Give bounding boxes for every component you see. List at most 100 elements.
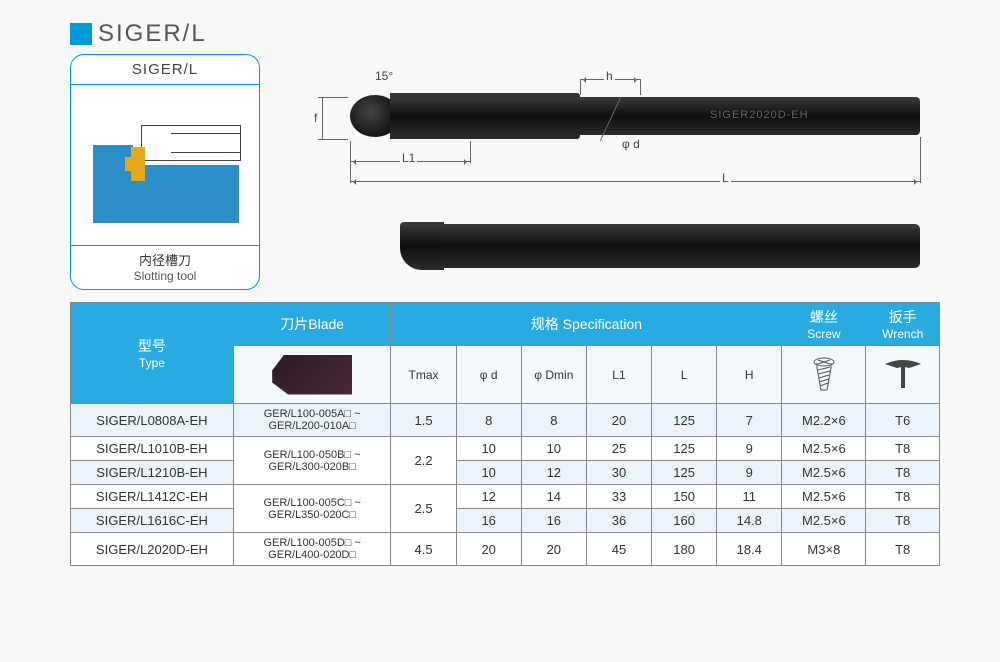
cell-screw: M2.5×6 bbox=[782, 485, 866, 509]
hd-blade-cn: 刀片 bbox=[280, 316, 308, 332]
cell-h: 7 bbox=[717, 404, 782, 437]
cell-tmax: 2.5 bbox=[391, 485, 456, 533]
cell-l1: 25 bbox=[586, 437, 651, 461]
cell-d: 10 bbox=[456, 461, 521, 485]
card-footer-en: Slotting tool bbox=[71, 269, 259, 283]
cell-wrench: T8 bbox=[866, 485, 940, 509]
shank-marking: SIGER2020D-EH bbox=[710, 109, 809, 121]
cell-h: 14.8 bbox=[717, 509, 782, 533]
cell-l: 125 bbox=[652, 437, 717, 461]
cell-l1: 36 bbox=[586, 509, 651, 533]
dim-f-line bbox=[322, 97, 323, 139]
cell-type: SIGER/L1210B-EH bbox=[71, 461, 234, 485]
cell-type: SIGER/L2020D-EH bbox=[71, 533, 234, 566]
hd-spec-en: Specification bbox=[563, 316, 642, 332]
cell-screw: M2.5×6 bbox=[782, 461, 866, 485]
cell-screw: M2.2×6 bbox=[782, 404, 866, 437]
dim-l-line bbox=[350, 181, 920, 182]
page-title: SIGER/L bbox=[98, 20, 207, 48]
cell-h: 18.4 bbox=[717, 533, 782, 566]
hd-spec-cn: 规格 bbox=[531, 316, 559, 332]
header-row-1: 型号 Type 刀片Blade 规格 Specification 螺丝 Scre… bbox=[71, 303, 940, 346]
card-footer-cn: 内径槽刀 bbox=[139, 253, 191, 268]
cell-blade: GER/L100-005A□ ~ GER/L200-010A□ bbox=[233, 404, 391, 437]
cell-l: 160 bbox=[652, 509, 717, 533]
cell-dmin: 20 bbox=[521, 533, 586, 566]
card-footer: 内径槽刀 Slotting tool bbox=[71, 245, 259, 289]
dim-f-ext2 bbox=[318, 139, 348, 140]
cell-d: 12 bbox=[456, 485, 521, 509]
cell-dmin: 12 bbox=[521, 461, 586, 485]
insert-tip bbox=[125, 157, 135, 171]
dim-l1-label: L1 bbox=[400, 151, 417, 165]
hd-spec: 规格 Specification bbox=[391, 303, 782, 346]
wrench-icon bbox=[881, 358, 925, 392]
card-diagram bbox=[71, 85, 259, 245]
cell-d: 20 bbox=[456, 533, 521, 566]
cell-h: 9 bbox=[717, 437, 782, 461]
cell-tmax: 1.5 bbox=[391, 404, 456, 437]
cell-type: SIGER/L1412C-EH bbox=[71, 485, 234, 509]
table-row: SIGER/L1210B-EH 10 12 30 125 9 M2.5×6 T8 bbox=[71, 461, 940, 485]
screw-icon bbox=[807, 356, 841, 394]
hd-wrench-en: Wrench bbox=[868, 327, 937, 341]
title-square-icon bbox=[70, 23, 92, 45]
table-row: SIGER/L2020D-EH GER/L100-005D□ ~ GER/L40… bbox=[71, 533, 940, 566]
dim-l1-ext1 bbox=[350, 141, 351, 163]
cell-dmin: 14 bbox=[521, 485, 586, 509]
cell-h: 9 bbox=[717, 461, 782, 485]
sub-l: L bbox=[652, 346, 717, 404]
cell-blade: GER/L100-050B□ ~ GER/L300-020B□ bbox=[233, 437, 391, 485]
cell-tmax: 4.5 bbox=[391, 533, 456, 566]
hd-wrench: 扳手 Wrench bbox=[866, 303, 940, 346]
insert-icon bbox=[272, 355, 352, 395]
table-row: SIGER/L1616C-EH 16 16 36 160 14.8 M2.5×6… bbox=[71, 509, 940, 533]
cell-dmin: 8 bbox=[521, 404, 586, 437]
spec-table: 型号 Type 刀片Blade 规格 Specification 螺丝 Scre… bbox=[70, 302, 940, 566]
sub-d: φ d bbox=[456, 346, 521, 404]
dim-f-label: f bbox=[312, 111, 319, 125]
cell-screw: M3×8 bbox=[782, 533, 866, 566]
hd-screw-cn: 螺丝 bbox=[810, 309, 838, 325]
dimension-diagram: SIGER2020D-EH 15° h f L1 φ d L bbox=[290, 54, 940, 290]
cell-type: SIGER/L1010B-EH bbox=[71, 437, 234, 461]
hd-wrench-cn: 扳手 bbox=[889, 309, 917, 325]
tool-card: SIGER/L 内径槽刀 Slotting tool bbox=[70, 54, 260, 290]
workpiece-shape bbox=[93, 165, 239, 223]
dim-h-label: h bbox=[604, 69, 615, 83]
hd-screw-en: Screw bbox=[784, 327, 863, 341]
blade-image-cell bbox=[233, 346, 391, 404]
cell-wrench: T8 bbox=[866, 509, 940, 533]
screw-image-cell bbox=[782, 346, 866, 404]
dim-l-ext-b bbox=[920, 137, 921, 183]
cell-wrench: T8 bbox=[866, 437, 940, 461]
cell-screw: M2.5×6 bbox=[782, 509, 866, 533]
hd-type: 型号 Type bbox=[71, 303, 234, 404]
table-row: SIGER/L0808A-EH GER/L100-005A□ ~ GER/L20… bbox=[71, 404, 940, 437]
sub-tmax: Tmax bbox=[391, 346, 456, 404]
table-row: SIGER/L1412C-EH GER/L100-005C□ ~ GER/L35… bbox=[71, 485, 940, 509]
hd-screw: 螺丝 Screw bbox=[782, 303, 866, 346]
hd-blade-en: Blade bbox=[308, 316, 344, 332]
cell-d: 8 bbox=[456, 404, 521, 437]
dim-l1-ext2 bbox=[470, 141, 471, 163]
holder-bore bbox=[171, 133, 241, 153]
dim-f-ext1 bbox=[318, 97, 348, 98]
tool-shank bbox=[390, 97, 920, 135]
tool2-shank bbox=[440, 224, 920, 268]
dim-h-ext1 bbox=[580, 79, 581, 95]
cell-l: 150 bbox=[652, 485, 717, 509]
top-bar-diagram: SIGER2020D-EH 15° h f L1 φ d L bbox=[290, 69, 940, 189]
cell-l1: 33 bbox=[586, 485, 651, 509]
cell-l1: 45 bbox=[586, 533, 651, 566]
table-row: SIGER/L1010B-EH GER/L100-050B□ ~ GER/L30… bbox=[71, 437, 940, 461]
cell-wrench: T6 bbox=[866, 404, 940, 437]
angle-label: 15° bbox=[375, 69, 393, 83]
sub-h: H bbox=[717, 346, 782, 404]
sub-dmin: φ Dmin bbox=[521, 346, 586, 404]
cell-dmin: 10 bbox=[521, 437, 586, 461]
wrench-image-cell bbox=[866, 346, 940, 404]
hd-type-cn: 型号 bbox=[138, 338, 166, 354]
cell-l1: 30 bbox=[586, 461, 651, 485]
page-title-row: SIGER/L bbox=[70, 20, 940, 48]
